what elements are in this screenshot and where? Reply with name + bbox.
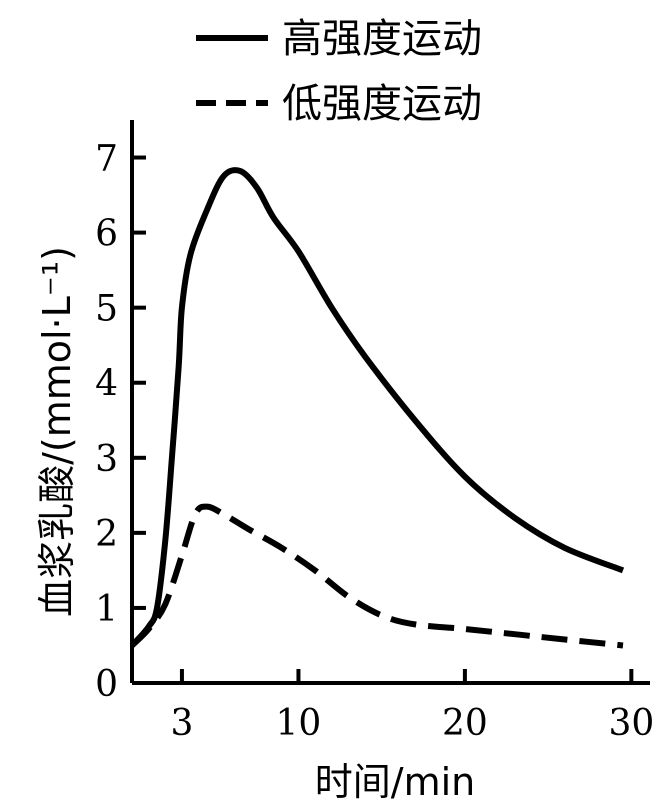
x-tick-label: 3 — [170, 703, 193, 744]
series-line-high-intensity — [129, 167, 625, 648]
series-line-low-intensity — [129, 503, 624, 649]
x-tick-label: 20 — [442, 703, 488, 744]
y-axis-title: 血浆乳酸/(mmol·L⁻¹) — [35, 246, 79, 617]
y-tick-label: 6 — [95, 214, 118, 255]
y-tick-label: 1 — [95, 589, 118, 630]
axes: 0 1 2 3 4 5 6 7 3 10 20 30 — [95, 120, 654, 744]
x-tick-label: 30 — [608, 703, 654, 744]
x-axis-title: 时间/min — [315, 760, 475, 804]
legend-label: 高强度运动 — [282, 16, 482, 62]
x-tick-label: 10 — [276, 703, 322, 744]
legend-label: 低强度运动 — [282, 81, 482, 127]
y-tick-label: 2 — [95, 514, 118, 555]
y-tick-label: 5 — [95, 289, 118, 330]
y-tick-label: 0 — [95, 664, 118, 705]
y-tick-label: 7 — [95, 139, 118, 180]
series-layer — [129, 167, 625, 649]
y-tick-label: 4 — [95, 364, 118, 405]
y-tick-label: 3 — [95, 439, 118, 480]
